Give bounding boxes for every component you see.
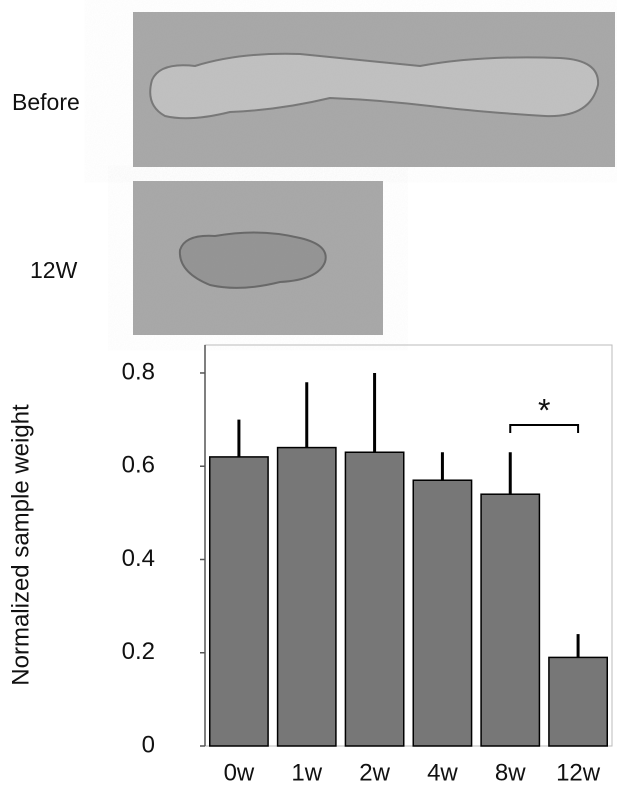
photo-12w: 12W: [30, 181, 383, 335]
panel-label: Before: [12, 89, 80, 115]
x-tick-label: 2w: [359, 759, 390, 785]
photo-texture: [133, 181, 383, 335]
x-tick-label: 4w: [427, 759, 458, 785]
y-tick-label: 0.8: [122, 358, 155, 385]
bar: [481, 494, 539, 746]
bar: [549, 657, 607, 746]
significance-marker: *: [538, 392, 550, 428]
bar: [413, 480, 471, 746]
y-tick-label: 0.2: [122, 638, 155, 665]
y-tick-label: 0.4: [122, 545, 155, 572]
photo-texture: [133, 12, 615, 167]
x-tick-label: 8w: [495, 759, 526, 785]
figure: Before 12W Normalized sample weight 0 0.2…: [0, 0, 617, 785]
x-tick-label: 1w: [291, 759, 322, 785]
x-tick-label: 0w: [224, 759, 255, 785]
bar: [210, 457, 268, 746]
y-tick-label: 0: [142, 731, 155, 758]
y-axis-label: Normalized sample weight: [7, 404, 34, 686]
panel-label: 12W: [30, 257, 78, 283]
bar: [278, 448, 336, 746]
bar: [345, 452, 403, 746]
x-tick-label: 12w: [556, 759, 601, 785]
photo-before: Before: [12, 12, 615, 167]
y-tick-label: 0.6: [122, 452, 155, 479]
